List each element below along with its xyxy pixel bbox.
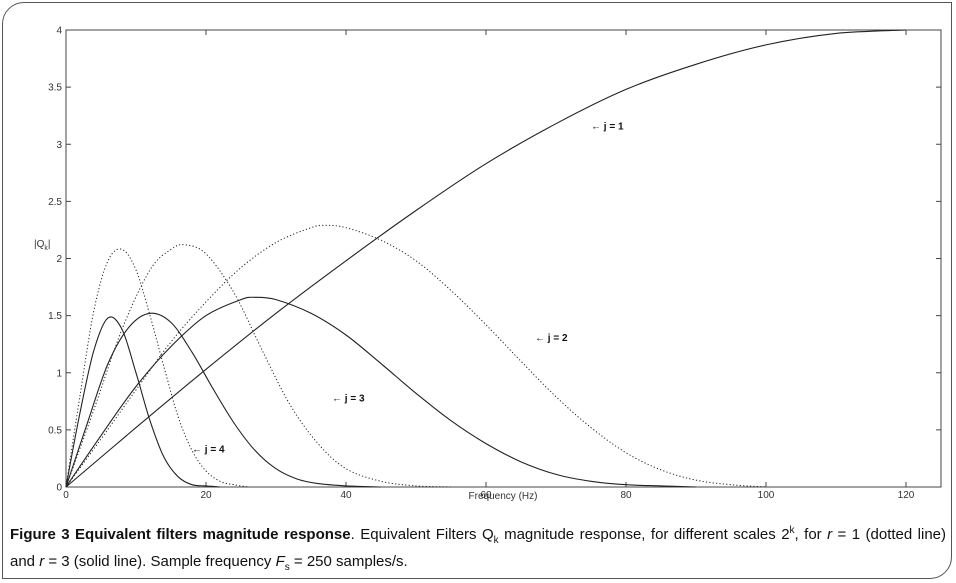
x-tick-label: 40 — [340, 490, 352, 501]
figure-caption: Figure 3 Equivalent filters magnitude re… — [10, 520, 946, 578]
series-layer — [65, 29, 907, 488]
y-tick-label: 1 — [56, 368, 62, 379]
y-tick-label: 0.5 — [48, 425, 62, 436]
series-line-3-solid — [65, 296, 697, 488]
annotations: ← j = 1 ← j = 2 ← j = 3 ← j = 4 — [192, 121, 624, 455]
y-tick-label: 1.5 — [48, 311, 62, 322]
x-tick-label: 60 — [480, 490, 492, 501]
caption-fs-sub: s — [284, 562, 290, 573]
y-tick-label: 0 — [56, 483, 62, 494]
series-line-1-solid — [65, 29, 907, 488]
caption-text-2a: scales 2 — [733, 526, 790, 543]
x-tick-label: 100 — [758, 490, 775, 501]
x-axis-label: Frequency (Hz) — [469, 491, 538, 502]
caption-sub-k: k — [493, 535, 499, 546]
annotation-label: ← j = 3 — [332, 393, 365, 404]
x-tick-label: 0 — [63, 490, 69, 501]
plot-area — [65, 29, 942, 488]
series-line-2-dotted — [65, 224, 767, 488]
caption-text-1a: . Equivalent Filters Q — [350, 526, 494, 543]
x-tick-label: 120 — [898, 490, 915, 501]
caption-text-2e: = 250 samples/s. — [289, 553, 408, 570]
figure-label: Figure 3 Equivalent filters magnitude re… — [10, 526, 351, 543]
caption-text-1b: magnitude response, for different — [498, 526, 728, 543]
x-tick-label: 80 — [620, 490, 632, 501]
y-tick-label: 2 — [56, 254, 62, 265]
series-line-4-dotted — [65, 244, 452, 488]
x-axis: 0 20 40 60 80 100 120 — [63, 30, 915, 501]
y-tick-label: 4 — [56, 26, 62, 37]
annotation-label: ← j = 4 — [192, 445, 225, 456]
y-axis-label: |Qk| — [34, 239, 51, 252]
caption-text-2d: = 3 (solid line). Sample frequency — [44, 553, 276, 570]
series-line-5-solid — [65, 312, 382, 488]
x-tick-label: 20 — [200, 490, 212, 501]
annotation-label: ← j = 2 — [535, 333, 568, 344]
caption-r-var-1: r — [827, 526, 833, 543]
caption-r-var-2: r — [39, 553, 45, 570]
y-axis-label-sub: k — [44, 245, 48, 252]
caption-text-2c: = 1 (dotted line) and — [10, 526, 947, 570]
y-tick-label: 2.5 — [48, 197, 62, 208]
caption-text-2b: , for — [794, 526, 828, 543]
series-line-7-solid — [65, 316, 221, 488]
annotation-label: ← j = 1 — [591, 121, 624, 132]
y-axis: 0 0.5 1 1.5 2 2.5 3 3.5 4 — [48, 26, 941, 494]
caption-sup-k: k — [789, 525, 795, 536]
y-tick-label: 3 — [56, 140, 62, 151]
y-tick-label: 3.5 — [48, 83, 62, 94]
y-axis-label-main: |Q — [34, 239, 45, 250]
y-axis-label-close: | — [48, 239, 51, 250]
series-line-6-dotted — [65, 248, 249, 488]
caption-fs-var: F — [275, 553, 285, 570]
